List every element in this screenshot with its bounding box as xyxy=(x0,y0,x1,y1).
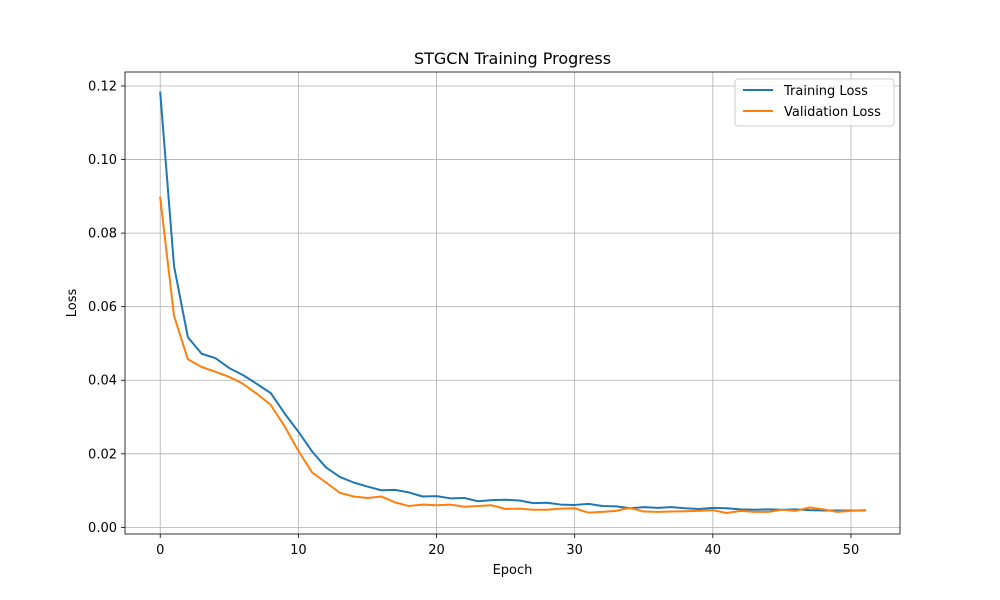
x-tick-label: 10 xyxy=(290,543,307,558)
legend-label-training-loss: Training Loss xyxy=(783,84,868,99)
y-tick-label: 0.12 xyxy=(88,79,117,94)
y-axis-ticks: 0.00 0.02 0.04 0.06 0.08 0.10 0.12 xyxy=(88,79,125,536)
x-tick-label: 0 xyxy=(156,543,164,558)
x-tick-label: 30 xyxy=(566,543,583,558)
grid xyxy=(125,72,900,534)
y-tick-label: 0.06 xyxy=(88,300,117,315)
x-axis-title: Epoch xyxy=(493,563,533,578)
legend-label-validation-loss: Validation Loss xyxy=(784,105,881,120)
x-tick-label: 20 xyxy=(428,543,445,558)
y-tick-label: 0.00 xyxy=(88,521,117,536)
plot-frame xyxy=(124,71,901,535)
legend: Training Loss Validation Loss xyxy=(734,78,895,127)
chart-title: STGCN Training Progress xyxy=(414,49,611,68)
y-tick-label: 0.04 xyxy=(88,374,117,389)
y-tick-label: 0.10 xyxy=(88,153,117,168)
x-tick-label: 50 xyxy=(843,543,860,558)
series-line-training-loss xyxy=(159,91,866,512)
series-lines xyxy=(159,91,866,515)
y-tick-label: 0.08 xyxy=(88,227,117,242)
y-tick-label: 0.02 xyxy=(88,447,117,462)
series-line-validation-loss xyxy=(159,196,866,515)
legend-box xyxy=(734,78,895,127)
x-tick-label: 40 xyxy=(705,543,722,558)
y-axis-title: Loss xyxy=(65,289,80,318)
x-axis-ticks: 0 10 20 30 40 50 xyxy=(156,534,859,558)
